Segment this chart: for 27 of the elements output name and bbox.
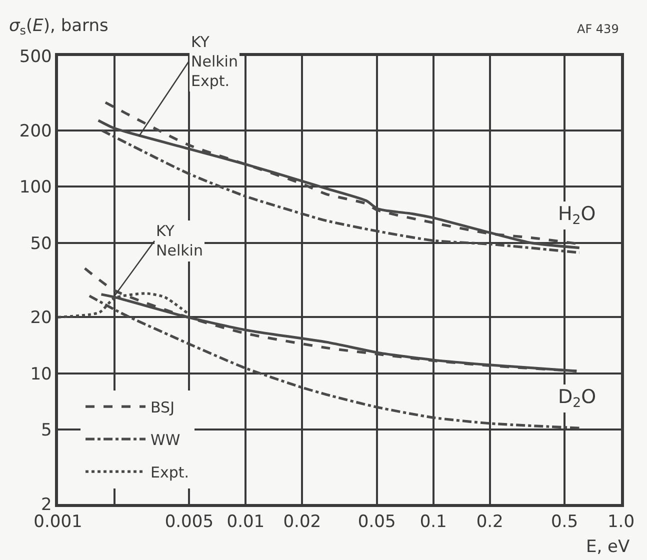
annotation: H$_{2}$O [558,203,596,228]
annotation: KY Nelkin [156,222,203,260]
x-tick-label: 0.02 [283,512,322,532]
x-tick-label: 0.2 [476,512,504,532]
x-tick-label: 0.1 [420,512,447,532]
y-tick-label: 20 [30,308,52,328]
y-tick-label: 100 [19,178,52,198]
x-tick-label: 1.0 [607,512,635,532]
x-tick-label: 0.01 [226,512,265,532]
y-tick-label: 10 [30,364,52,384]
legend-label: BSJ [150,398,175,416]
y-tick-label: 50 [30,234,52,254]
x-tick-label: 0.05 [358,512,396,532]
legend-label: Expt. [150,463,190,482]
text: AF 439 [577,22,619,36]
annotation: KY Nelkin Expt. [191,33,238,90]
annotation: D$_{2}$O [558,386,596,411]
x-axis-title: E, eV [586,537,630,557]
y-tick-label: 200 [19,121,52,142]
x-tick-label: 0.005 [164,512,214,532]
x-tick-label: 0.001 [34,512,82,532]
y-tick-label: 500 [19,46,52,67]
x-tick-label: 0.5 [550,512,578,532]
y-tick-label: 2 [41,494,52,515]
y-axis-title: σ$_{s}$(E), barns [9,16,108,38]
y-tick-label: 5 [41,420,52,441]
legend-label: WW [150,430,180,449]
